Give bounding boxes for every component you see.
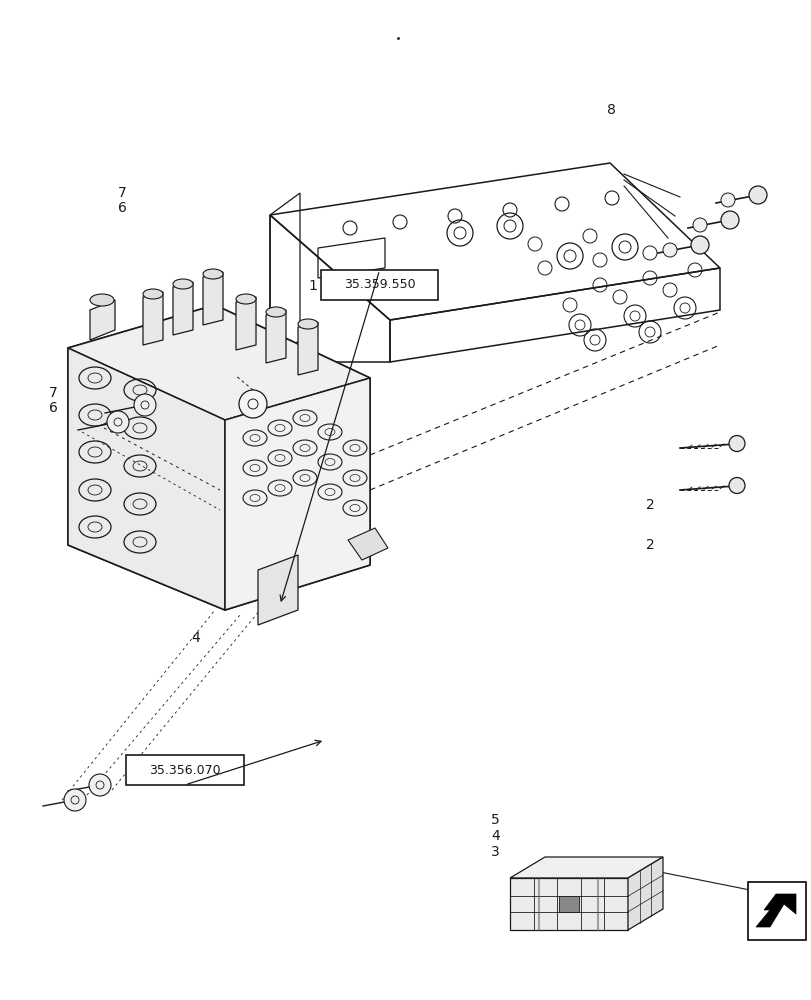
Ellipse shape <box>173 279 193 289</box>
Circle shape <box>238 390 267 418</box>
Text: 7: 7 <box>49 386 58 400</box>
Text: 6: 6 <box>118 201 127 215</box>
Text: 35.356.070: 35.356.070 <box>148 764 221 776</box>
Circle shape <box>663 243 676 257</box>
Text: 1: 1 <box>308 279 317 293</box>
Polygon shape <box>68 305 370 610</box>
Circle shape <box>692 218 706 232</box>
Polygon shape <box>298 322 318 375</box>
Circle shape <box>748 186 766 204</box>
Circle shape <box>134 394 156 416</box>
Text: 8: 8 <box>607 103 616 117</box>
Circle shape <box>720 193 734 207</box>
Circle shape <box>728 436 744 452</box>
Polygon shape <box>258 555 298 625</box>
Circle shape <box>728 478 744 493</box>
Ellipse shape <box>203 269 223 279</box>
Ellipse shape <box>298 319 318 329</box>
Polygon shape <box>348 528 388 560</box>
Polygon shape <box>627 857 663 930</box>
Polygon shape <box>68 305 370 420</box>
Text: 2: 2 <box>645 498 654 512</box>
Bar <box>126 755 243 785</box>
Bar <box>558 896 578 912</box>
Circle shape <box>89 774 111 796</box>
Polygon shape <box>143 292 163 345</box>
Text: 4: 4 <box>491 829 500 843</box>
Circle shape <box>690 236 708 254</box>
Text: 2: 2 <box>645 538 654 552</box>
Circle shape <box>107 411 129 433</box>
Polygon shape <box>68 348 225 610</box>
Ellipse shape <box>236 294 255 304</box>
Text: 7: 7 <box>118 186 127 200</box>
Polygon shape <box>203 272 223 325</box>
Circle shape <box>720 211 738 229</box>
Polygon shape <box>266 310 285 363</box>
Text: 6: 6 <box>49 401 58 415</box>
Ellipse shape <box>143 289 163 299</box>
Text: 3: 3 <box>491 845 500 859</box>
Polygon shape <box>755 894 795 927</box>
Polygon shape <box>173 282 193 335</box>
Circle shape <box>64 789 86 811</box>
Text: 5: 5 <box>491 813 500 827</box>
Polygon shape <box>509 878 627 930</box>
Text: 4: 4 <box>191 631 200 645</box>
Text: 35.359.550: 35.359.550 <box>343 278 415 292</box>
Polygon shape <box>90 300 115 340</box>
Ellipse shape <box>266 307 285 317</box>
Polygon shape <box>509 857 663 878</box>
Bar <box>320 270 438 300</box>
Bar <box>747 882 805 940</box>
Polygon shape <box>225 378 370 610</box>
Polygon shape <box>236 297 255 350</box>
Ellipse shape <box>90 294 114 306</box>
